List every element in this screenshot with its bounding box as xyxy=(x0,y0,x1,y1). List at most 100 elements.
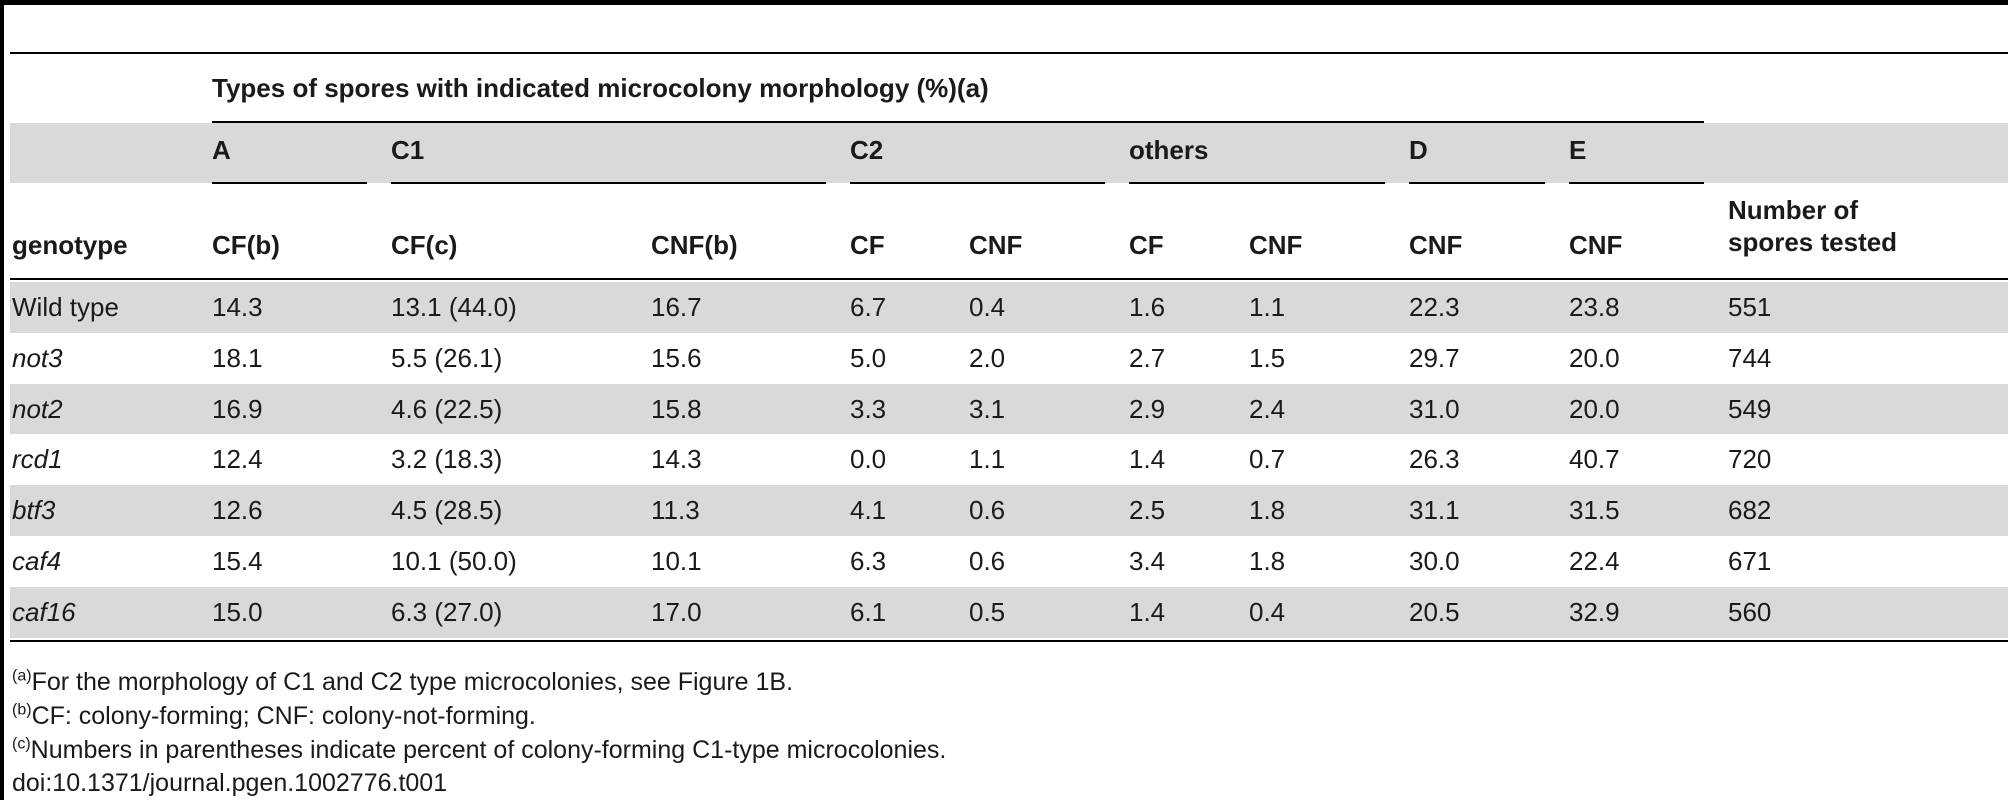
cell-spores-tested: 551 xyxy=(1728,292,1772,322)
cell-c2-cf: 3.3 xyxy=(850,393,887,424)
cell-e-cnf: 22.4 xyxy=(1569,546,1620,576)
cell-genotype: not2 xyxy=(12,393,63,424)
cell-a-cf: 12.4 xyxy=(212,444,263,475)
table-super-header: Types of spores with indicated microcolo… xyxy=(212,73,989,103)
top-border xyxy=(0,0,2008,5)
cell-c2-cf: 6.7 xyxy=(850,292,887,322)
cell-a-cf: 15.4 xyxy=(212,546,263,576)
group-others-underline xyxy=(1129,182,1385,184)
cell-d-cnf: 26.3 xyxy=(1409,444,1460,475)
cell-d-cnf: 31.0 xyxy=(1409,393,1460,424)
cell-others-cnf: 0.4 xyxy=(1249,596,1286,627)
footnote-mark: (a) xyxy=(12,667,32,685)
group-e: E xyxy=(1569,135,1587,165)
cell-a-cf: 16.9 xyxy=(212,393,263,424)
col-header-e-cnf: CNF xyxy=(1569,230,1623,260)
cell-c1-cf: 13.1 (44.0) xyxy=(391,292,517,322)
cell-genotype: rcd1 xyxy=(12,444,63,475)
cell-e-cnf: 32.9 xyxy=(1569,596,1620,627)
col-header-spores-tested: Number of spores tested xyxy=(1728,195,1898,257)
cell-genotype: Wild type xyxy=(12,292,119,322)
cell-spores-tested: 744 xyxy=(1728,342,1772,373)
cell-c1-cnf: 17.0 xyxy=(651,596,702,627)
col-header-c2-cnf: CNF xyxy=(969,230,1023,260)
cell-d-cnf: 31.1 xyxy=(1409,495,1460,526)
cell-spores-tested: 549 xyxy=(1728,393,1772,424)
cell-genotype: caf4 xyxy=(12,546,62,576)
footnote-a: (a)For the morphology of C1 and C2 type … xyxy=(12,666,793,698)
cell-others-cnf: 1.5 xyxy=(1249,342,1286,373)
cell-c1-cf: 3.2 (18.3) xyxy=(391,444,503,475)
cell-c1-cf: 5.5 (26.1) xyxy=(391,342,503,373)
cell-genotype: not3 xyxy=(12,342,63,373)
col-header-c1-cf: CF(c) xyxy=(391,230,458,260)
col-header-c2-cf: CF xyxy=(850,230,885,260)
cell-others-cnf: 1.8 xyxy=(1249,495,1286,526)
cell-c2-cf: 6.1 xyxy=(850,596,887,627)
footnote-text: Numbers in parentheses indicate percent … xyxy=(30,736,947,764)
header-bottom-rule xyxy=(10,278,2008,280)
cell-others-cnf: 1.8 xyxy=(1249,546,1286,576)
cell-others-cf: 2.7 xyxy=(1129,342,1166,373)
row-band xyxy=(10,383,2008,435)
cell-genotype: caf16 xyxy=(12,596,76,627)
cell-e-cnf: 20.0 xyxy=(1569,342,1620,373)
cell-a-cf: 12.6 xyxy=(212,495,263,526)
col-header-a-cf: CF(b) xyxy=(212,230,280,260)
footnote-mark: (c) xyxy=(12,735,31,753)
footnote-c: (c)Numbers in parentheses indicate perce… xyxy=(12,734,946,766)
col-header-others-cf: CF xyxy=(1129,230,1164,260)
group-header-band xyxy=(10,123,2008,183)
cell-c2-cf: 5.0 xyxy=(850,342,887,373)
cell-d-cnf: 29.7 xyxy=(1409,342,1460,373)
cell-e-cnf: 40.7 xyxy=(1569,444,1620,475)
cell-c1-cf: 4.5 (28.5) xyxy=(391,495,503,526)
cell-others-cf: 2.9 xyxy=(1129,393,1166,424)
cell-c2-cnf: 3.1 xyxy=(969,393,1006,424)
cell-c1-cnf: 15.8 xyxy=(651,393,702,424)
group-others: others xyxy=(1129,135,1209,165)
cell-others-cf: 1.4 xyxy=(1129,596,1166,627)
cell-spores-tested: 720 xyxy=(1728,444,1772,475)
group-a: A xyxy=(212,135,231,165)
col-header-others-cnf: CNF xyxy=(1249,230,1303,260)
cell-d-cnf: 30.0 xyxy=(1409,546,1460,576)
row-band xyxy=(10,282,2008,333)
group-c2: C2 xyxy=(850,135,884,165)
cell-a-cf: 14.3 xyxy=(212,292,263,322)
cell-a-cf: 18.1 xyxy=(212,342,263,373)
col-header-genotype: genotype xyxy=(12,230,128,260)
cell-e-cnf: 23.8 xyxy=(1569,292,1620,322)
cell-c2-cnf: 0.6 xyxy=(969,546,1006,576)
group-e-underline xyxy=(1569,182,1704,184)
footnote-b: (b)CF: colony-forming; CNF: colony-not-f… xyxy=(12,700,536,732)
table-top-rule xyxy=(10,52,2008,54)
cell-c2-cf: 6.3 xyxy=(850,546,887,576)
cell-c1-cnf: 16.7 xyxy=(651,292,702,322)
cell-e-cnf: 31.5 xyxy=(1569,495,1620,526)
cell-c1-cf: 6.3 (27.0) xyxy=(391,596,503,627)
cell-others-cf: 1.6 xyxy=(1129,292,1166,322)
cell-c2-cf: 0.0 xyxy=(850,444,887,475)
cell-others-cnf: 1.1 xyxy=(1249,292,1286,322)
cell-e-cnf: 20.0 xyxy=(1569,393,1620,424)
cell-c1-cnf: 14.3 xyxy=(651,444,702,475)
cell-c2-cnf: 1.1 xyxy=(969,444,1006,475)
cell-c1-cnf: 11.3 xyxy=(651,495,700,526)
cell-others-cnf: 2.4 xyxy=(1249,393,1286,424)
cell-others-cf: 3.4 xyxy=(1129,546,1166,576)
cell-others-cnf: 0.7 xyxy=(1249,444,1286,475)
super-header-underline xyxy=(212,121,1704,123)
footnote-mark: (b) xyxy=(12,701,32,719)
table-bottom-rule xyxy=(10,640,2008,642)
cell-genotype: btf3 xyxy=(12,495,56,526)
cell-d-cnf: 22.3 xyxy=(1409,292,1460,322)
cell-c2-cnf: 0.4 xyxy=(969,292,1006,322)
footnote-text: CF: colony-forming; CNF: colony-not-form… xyxy=(31,702,536,730)
doi-line: doi:10.1371/journal.pgen.1002776.t001 xyxy=(12,769,448,797)
cell-d-cnf: 20.5 xyxy=(1409,596,1460,627)
col-header-c1-cnf: CNF(b) xyxy=(651,230,738,260)
cell-c1-cf: 10.1 (50.0) xyxy=(391,546,517,576)
row-band xyxy=(10,485,2008,536)
